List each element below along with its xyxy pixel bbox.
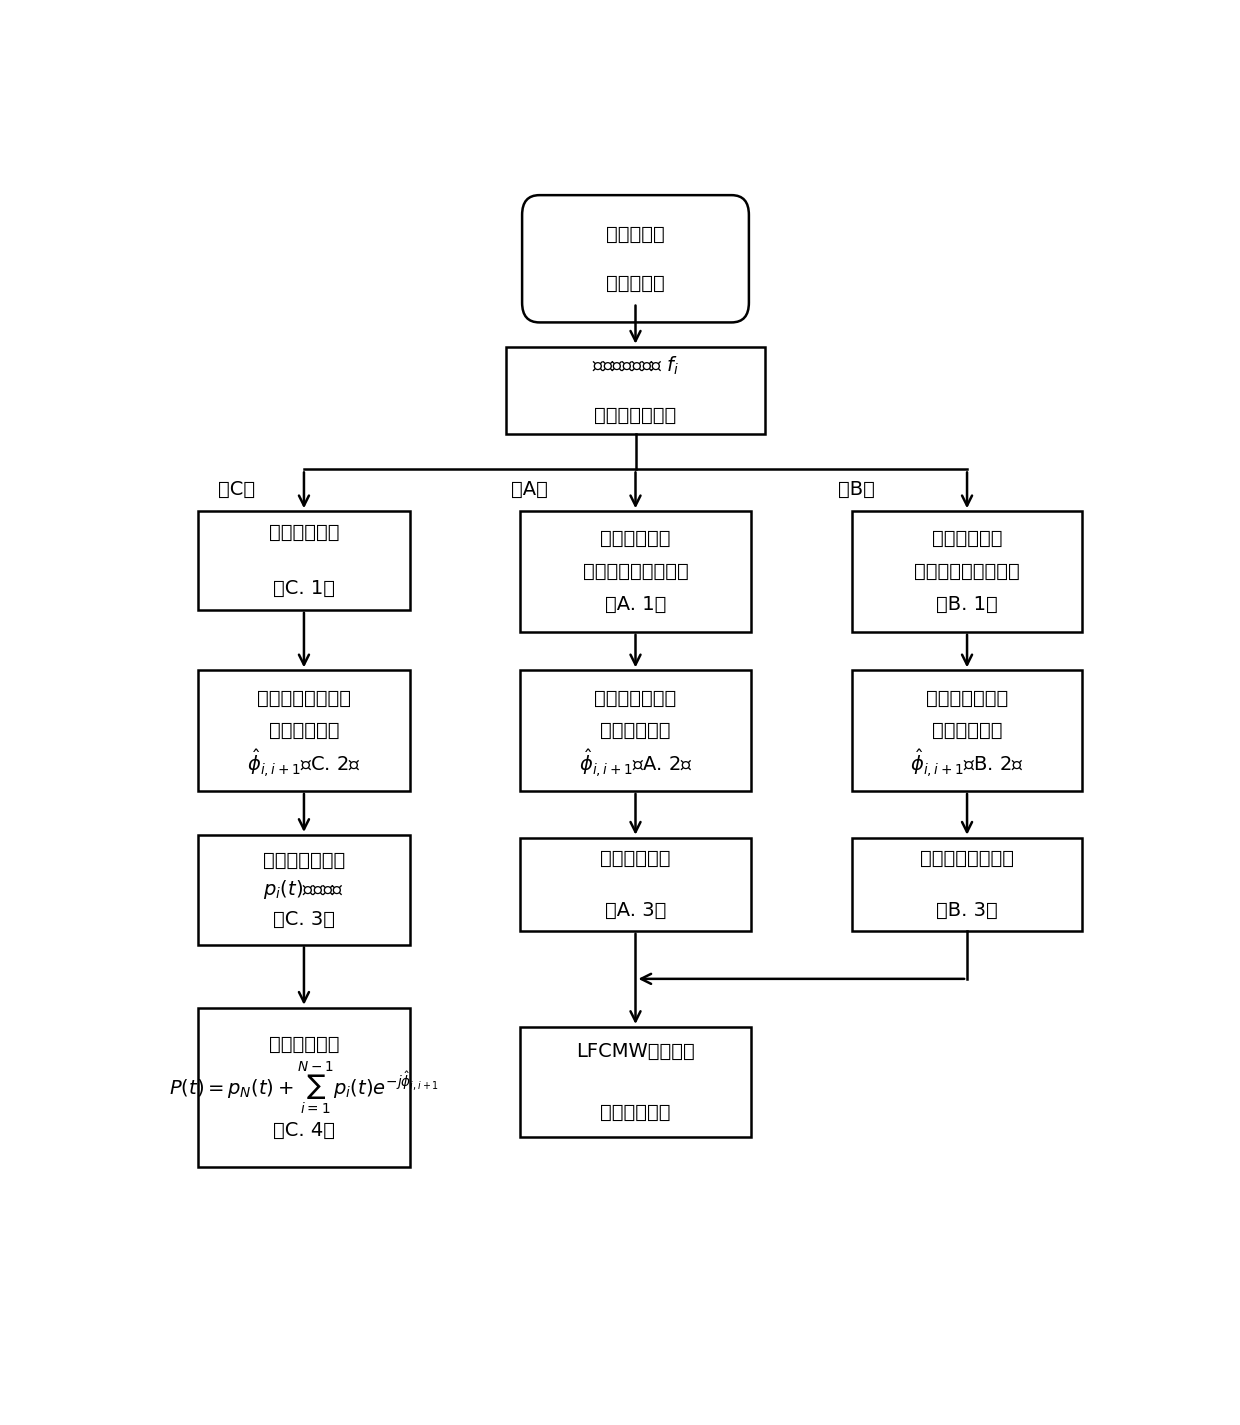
Text: （脉冲压缩）: （脉冲压缩） bbox=[600, 1103, 671, 1121]
Text: 频域相位补偿: 频域相位补偿 bbox=[600, 721, 671, 740]
Text: 子谱脉压合并: 子谱脉压合并 bbox=[269, 1035, 340, 1053]
Text: 混频、滤波: 混频、滤波 bbox=[606, 274, 665, 294]
Text: LFCMW信号解扩: LFCMW信号解扩 bbox=[577, 1042, 694, 1060]
Text: （B. 3）: （B. 3） bbox=[936, 901, 998, 919]
Text: （峰値位置）: （峰値位置） bbox=[269, 721, 340, 740]
FancyBboxPatch shape bbox=[852, 838, 1083, 931]
Text: 时域子谱滤波: 时域子谱滤波 bbox=[931, 530, 1002, 549]
Text: 并进行子谱解扰: 并进行子谱解扰 bbox=[594, 406, 677, 425]
Text: （C. 4）: （C. 4） bbox=[273, 1120, 335, 1140]
FancyBboxPatch shape bbox=[521, 670, 751, 791]
Text: （根升余弦滤波器）: （根升余弦滤波器） bbox=[583, 561, 688, 581]
Text: 子谱间相差估计: 子谱间相差估计 bbox=[926, 688, 1008, 707]
FancyBboxPatch shape bbox=[852, 512, 1083, 631]
Text: 频域子谱合并: 频域子谱合并 bbox=[600, 849, 671, 868]
FancyBboxPatch shape bbox=[521, 1027, 751, 1137]
Text: （C. 1）: （C. 1） bbox=[273, 579, 335, 597]
Text: （根升余弦滤波器）: （根升余弦滤波器） bbox=[914, 561, 1021, 581]
FancyBboxPatch shape bbox=[521, 512, 751, 631]
Text: 时域相位补偿: 时域相位补偿 bbox=[931, 721, 1002, 740]
Text: 子谱间相差估计: 子谱间相差估计 bbox=[594, 688, 677, 707]
FancyBboxPatch shape bbox=[852, 670, 1083, 791]
Text: 频域子谱滤波: 频域子谱滤波 bbox=[600, 530, 671, 549]
Text: 时域子谱信号衔接: 时域子谱信号衔接 bbox=[920, 849, 1014, 868]
Text: 子谱间相位差估计: 子谱间相位差估计 bbox=[257, 688, 351, 707]
Text: （B. 1）: （B. 1） bbox=[936, 594, 998, 614]
Text: $\hat{\phi}_{i,i+1}$（B. 2）: $\hat{\phi}_{i,i+1}$（B. 2） bbox=[910, 747, 1024, 779]
Text: （B）: （B） bbox=[838, 480, 875, 499]
FancyBboxPatch shape bbox=[506, 346, 765, 435]
FancyBboxPatch shape bbox=[198, 835, 409, 945]
Text: 信号接收、: 信号接收、 bbox=[606, 225, 665, 244]
Text: 子谱脉冲压缩: 子谱脉冲压缩 bbox=[269, 523, 340, 543]
FancyBboxPatch shape bbox=[198, 670, 409, 791]
Text: $P(t)=p_N(t)+\sum_{i=1}^{N-1}p_i(t)e^{-j\hat{\phi}_{i,i+1}}$: $P(t)=p_N(t)+\sum_{i=1}^{N-1}p_i(t)e^{-j… bbox=[169, 1059, 439, 1116]
Text: 对子谱时域脉压: 对子谱时域脉压 bbox=[263, 851, 345, 869]
Text: $p_i(t)$相位补偿: $p_i(t)$相位补偿 bbox=[263, 878, 345, 901]
Text: （A）: （A） bbox=[511, 480, 548, 499]
Text: （A. 3）: （A. 3） bbox=[605, 901, 666, 919]
FancyBboxPatch shape bbox=[198, 1007, 409, 1167]
FancyBboxPatch shape bbox=[521, 838, 751, 931]
Text: $\hat{\phi}_{i,i+1}$（A. 2）: $\hat{\phi}_{i,i+1}$（A. 2） bbox=[579, 747, 692, 779]
Text: （C. 3）: （C. 3） bbox=[273, 909, 335, 929]
Text: 各子谱恢复到原 $f_i$: 各子谱恢复到原 $f_i$ bbox=[591, 355, 680, 378]
Text: （A. 1）: （A. 1） bbox=[605, 594, 666, 614]
Text: $\hat{\phi}_{i,i+1}$（C. 2）: $\hat{\phi}_{i,i+1}$（C. 2） bbox=[247, 747, 361, 779]
FancyBboxPatch shape bbox=[198, 512, 409, 610]
FancyBboxPatch shape bbox=[522, 195, 749, 322]
Text: （C）: （C） bbox=[218, 480, 255, 499]
